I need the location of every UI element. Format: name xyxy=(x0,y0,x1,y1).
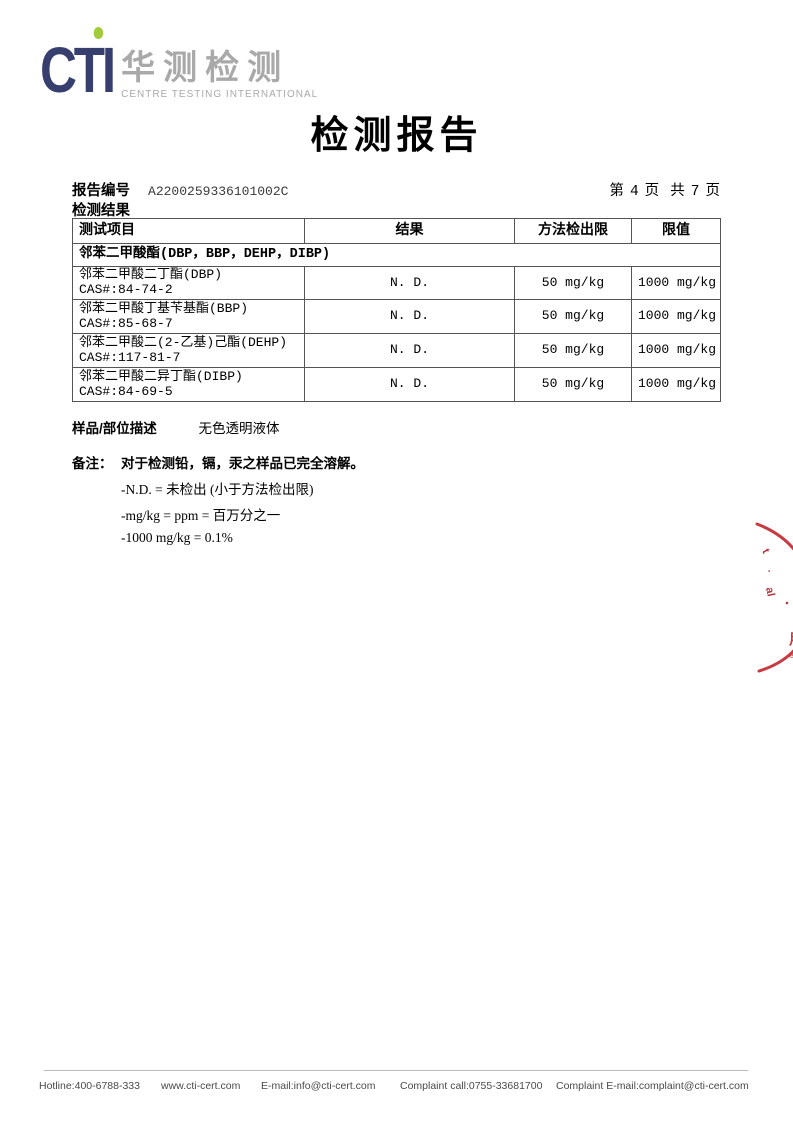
svg-text:ervi: ervi xyxy=(789,650,793,660)
svg-text:t: t xyxy=(759,547,771,556)
svg-text:.: . xyxy=(765,567,776,574)
svg-text:用: 用 xyxy=(789,631,793,648)
svg-text:al: al xyxy=(763,586,777,597)
